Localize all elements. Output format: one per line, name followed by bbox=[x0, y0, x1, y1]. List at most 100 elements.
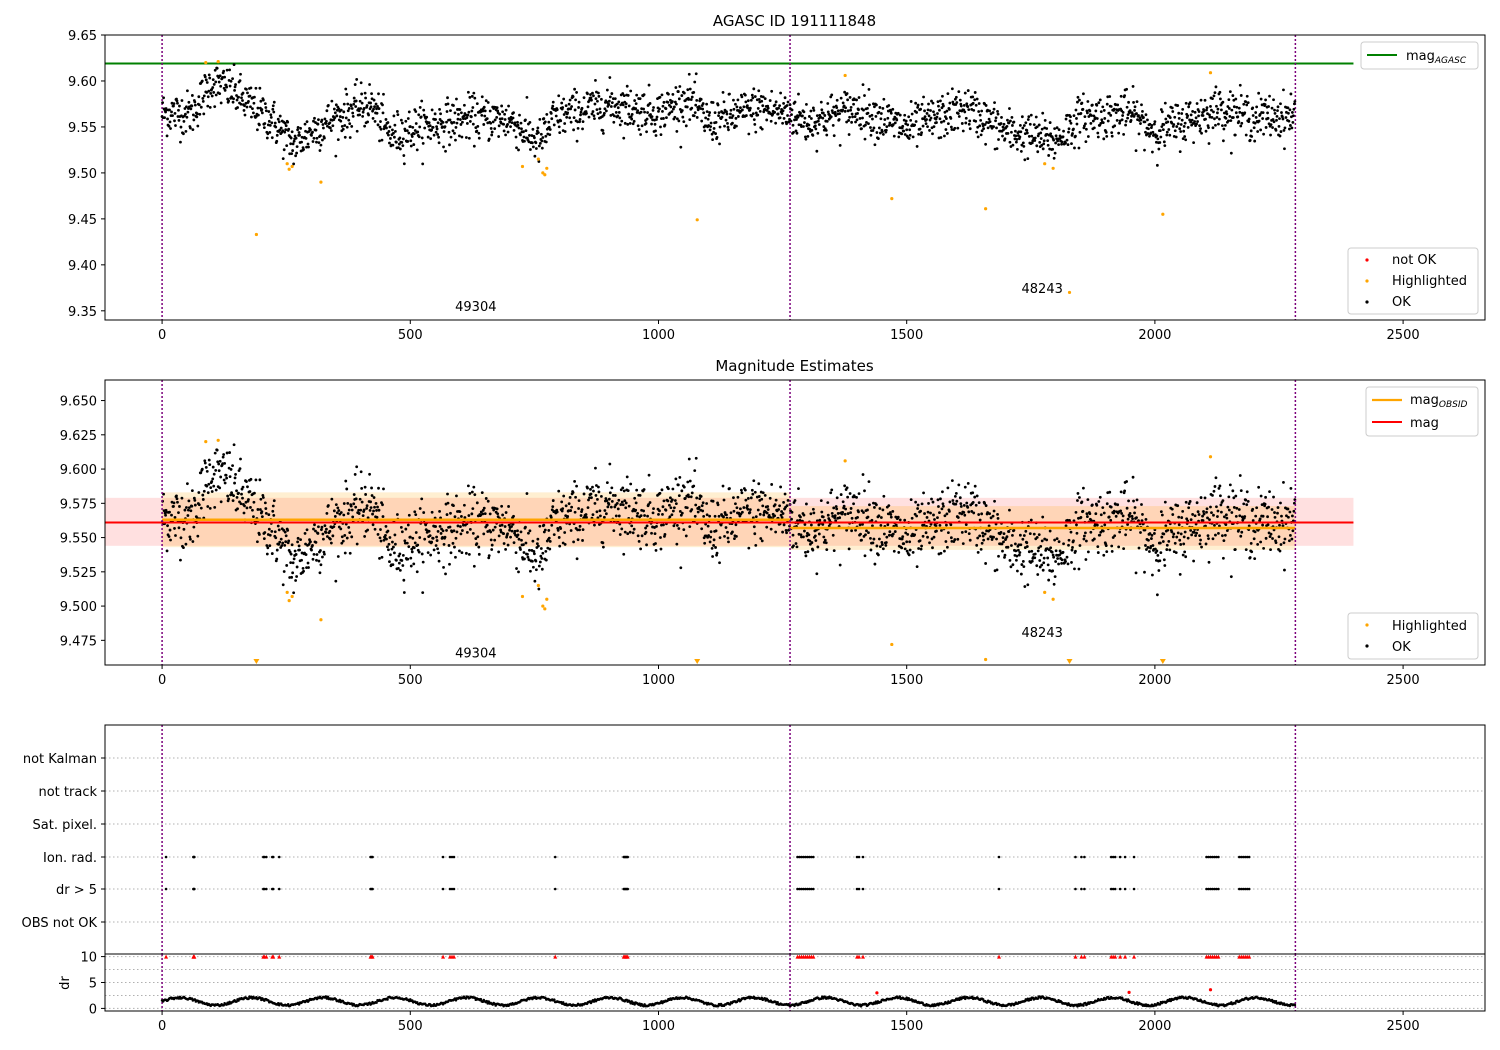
ok-point bbox=[1035, 535, 1039, 539]
ok-point bbox=[295, 151, 299, 155]
ok-point bbox=[231, 464, 234, 468]
ok-point bbox=[1054, 560, 1058, 563]
ok-point bbox=[249, 86, 253, 90]
ok-point bbox=[841, 510, 845, 514]
ok-point bbox=[1140, 103, 1143, 107]
ok-point bbox=[1058, 553, 1061, 557]
ok-point bbox=[671, 92, 675, 96]
ok-point bbox=[1182, 125, 1186, 128]
ok-point bbox=[414, 513, 418, 517]
ok-point bbox=[272, 110, 276, 114]
ok-point bbox=[525, 95, 529, 99]
legend-ok: OK bbox=[1392, 295, 1411, 310]
ok-point bbox=[1022, 124, 1026, 127]
ok-point bbox=[889, 111, 893, 115]
ok-point bbox=[185, 506, 188, 509]
ok-point bbox=[746, 106, 750, 110]
ok-point bbox=[525, 492, 529, 495]
ok-point bbox=[696, 510, 700, 514]
ok-point bbox=[203, 461, 207, 465]
ok-point bbox=[672, 524, 676, 528]
ok-point bbox=[406, 523, 410, 527]
ok-point bbox=[779, 485, 783, 489]
ok-point bbox=[392, 131, 395, 135]
ok-point bbox=[573, 510, 577, 514]
ok-point bbox=[168, 510, 171, 514]
ok-point bbox=[317, 118, 320, 122]
ok-point bbox=[1209, 505, 1212, 509]
ok-point bbox=[1144, 130, 1147, 134]
ok-point bbox=[978, 124, 982, 128]
ok-point bbox=[189, 107, 193, 111]
ok-point bbox=[213, 105, 217, 109]
ok-point bbox=[205, 484, 209, 488]
ok-point bbox=[1117, 545, 1121, 549]
ok-point bbox=[556, 120, 560, 124]
flag-event-mark bbox=[1074, 887, 1077, 891]
ok-point bbox=[387, 542, 391, 546]
ok-point bbox=[909, 498, 913, 501]
flag-event-mark bbox=[1217, 887, 1220, 891]
flag-event-mark bbox=[855, 887, 859, 891]
ok-point bbox=[1254, 116, 1258, 119]
ok-point bbox=[754, 130, 758, 134]
ok-point bbox=[1137, 519, 1140, 523]
ok-point bbox=[1187, 502, 1191, 505]
ok-point bbox=[293, 134, 297, 138]
ok-point bbox=[343, 534, 347, 537]
ok-point bbox=[186, 508, 190, 512]
ok-point bbox=[1074, 549, 1077, 553]
dr-point bbox=[259, 996, 262, 1000]
ok-point bbox=[1271, 537, 1274, 540]
ok-point bbox=[375, 509, 378, 512]
ok-point bbox=[1084, 140, 1088, 144]
ok-point bbox=[506, 130, 510, 134]
ok-point bbox=[1227, 495, 1231, 499]
ok-point bbox=[263, 501, 267, 505]
ok-point bbox=[825, 133, 829, 137]
ok-point bbox=[848, 492, 852, 495]
ok-point bbox=[580, 508, 584, 512]
ok-point bbox=[198, 112, 202, 116]
ok-point bbox=[390, 547, 394, 551]
ok-point bbox=[1077, 567, 1081, 571]
highlighted-point bbox=[319, 180, 323, 184]
ok-point bbox=[459, 532, 463, 536]
ok-point bbox=[1060, 558, 1064, 562]
ok-point bbox=[825, 548, 829, 552]
ok-point bbox=[1244, 100, 1248, 104]
ok-point bbox=[519, 530, 523, 534]
ok-point bbox=[435, 125, 438, 128]
ok-point bbox=[970, 510, 974, 513]
ok-point bbox=[722, 515, 725, 519]
ok-point bbox=[235, 489, 238, 493]
ok-point bbox=[1011, 563, 1015, 567]
ok-point bbox=[466, 113, 470, 117]
ok-point bbox=[678, 85, 682, 88]
ok-point bbox=[852, 502, 855, 506]
ok-point bbox=[1127, 100, 1130, 104]
ok-point bbox=[638, 97, 642, 101]
dr-point bbox=[297, 1003, 301, 1006]
ok-point bbox=[1135, 100, 1139, 104]
ok-point bbox=[1290, 126, 1294, 130]
ok-point bbox=[786, 498, 790, 502]
ok-point bbox=[938, 108, 941, 112]
ok-point bbox=[1170, 106, 1174, 110]
highlighted-point bbox=[1161, 212, 1165, 216]
ok-point bbox=[577, 106, 580, 109]
highlighted-point bbox=[543, 173, 547, 177]
ok-point bbox=[201, 97, 205, 100]
ok-point bbox=[1292, 102, 1296, 106]
ok-point bbox=[591, 485, 594, 489]
ok-point bbox=[950, 87, 954, 91]
ok-point bbox=[728, 92, 731, 96]
ok-point bbox=[165, 108, 168, 112]
ok-point bbox=[783, 492, 787, 496]
ok-point bbox=[1103, 117, 1107, 120]
ok-point bbox=[803, 523, 807, 526]
ok-point bbox=[816, 131, 820, 135]
ok-point bbox=[360, 500, 364, 504]
ok-point bbox=[388, 125, 392, 129]
ok-point bbox=[626, 122, 630, 126]
